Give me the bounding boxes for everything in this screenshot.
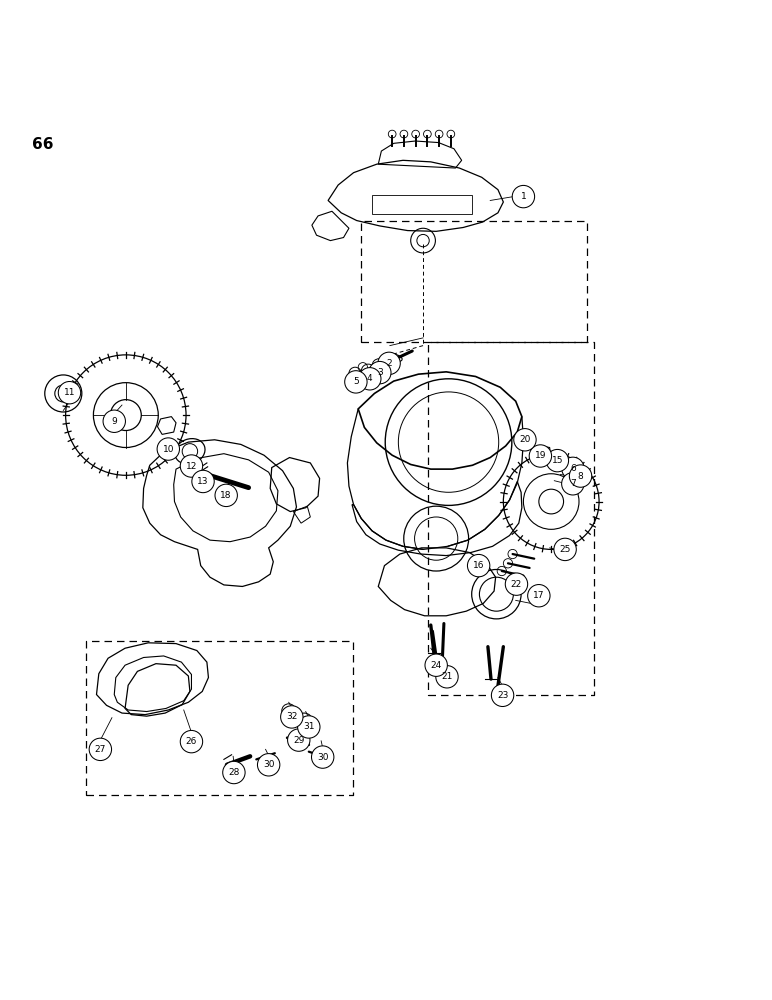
Text: 32: 32 <box>286 712 297 721</box>
Text: 24: 24 <box>431 661 442 670</box>
Circle shape <box>344 371 367 393</box>
Text: 30: 30 <box>263 760 274 769</box>
Text: 23: 23 <box>497 691 508 700</box>
Text: 20: 20 <box>520 435 530 444</box>
Text: 1: 1 <box>520 192 527 201</box>
Circle shape <box>180 455 202 477</box>
Circle shape <box>435 666 458 688</box>
Circle shape <box>569 465 591 487</box>
Circle shape <box>157 438 179 460</box>
Circle shape <box>311 746 334 768</box>
Text: 16: 16 <box>473 561 484 570</box>
Circle shape <box>297 716 320 738</box>
Circle shape <box>513 185 534 208</box>
Circle shape <box>191 470 215 493</box>
Text: 19: 19 <box>535 451 546 460</box>
Text: 4: 4 <box>367 374 373 383</box>
Circle shape <box>58 381 80 404</box>
Circle shape <box>103 410 125 432</box>
Polygon shape <box>520 433 530 441</box>
Text: 15: 15 <box>552 456 563 465</box>
Circle shape <box>527 585 550 607</box>
Circle shape <box>562 473 584 495</box>
Circle shape <box>491 684 514 707</box>
Text: 21: 21 <box>442 672 452 681</box>
Text: 25: 25 <box>560 545 571 554</box>
Circle shape <box>280 706 303 728</box>
Text: 22: 22 <box>511 580 522 589</box>
Circle shape <box>257 754 279 776</box>
Text: 3: 3 <box>377 368 383 377</box>
Text: 66: 66 <box>32 137 54 152</box>
Circle shape <box>562 457 584 480</box>
Circle shape <box>222 761 245 784</box>
Circle shape <box>378 352 400 375</box>
Circle shape <box>425 654 447 676</box>
Text: 27: 27 <box>95 745 106 754</box>
Text: 29: 29 <box>293 736 304 745</box>
Circle shape <box>529 445 551 467</box>
Text: 30: 30 <box>317 753 328 762</box>
Circle shape <box>368 361 391 384</box>
Circle shape <box>467 554 489 577</box>
Circle shape <box>358 368 381 390</box>
Text: 13: 13 <box>198 477 208 486</box>
Circle shape <box>505 573 527 595</box>
Circle shape <box>89 738 111 761</box>
Text: 18: 18 <box>221 491 232 500</box>
Text: 8: 8 <box>577 472 584 481</box>
Text: 9: 9 <box>111 417 117 426</box>
Circle shape <box>215 484 237 507</box>
Text: 5: 5 <box>353 377 359 386</box>
Text: 26: 26 <box>186 737 197 746</box>
Text: 6: 6 <box>570 464 576 473</box>
Text: 28: 28 <box>229 768 239 777</box>
Text: 12: 12 <box>186 462 197 471</box>
Circle shape <box>180 730 202 753</box>
Text: 7: 7 <box>570 479 576 488</box>
Circle shape <box>546 449 568 472</box>
Text: 11: 11 <box>64 388 75 397</box>
Text: 10: 10 <box>163 445 174 454</box>
Text: 2: 2 <box>386 359 392 368</box>
Circle shape <box>514 429 536 451</box>
Circle shape <box>287 729 310 751</box>
Text: 17: 17 <box>533 591 544 600</box>
Text: 31: 31 <box>303 722 314 731</box>
Circle shape <box>554 538 576 561</box>
